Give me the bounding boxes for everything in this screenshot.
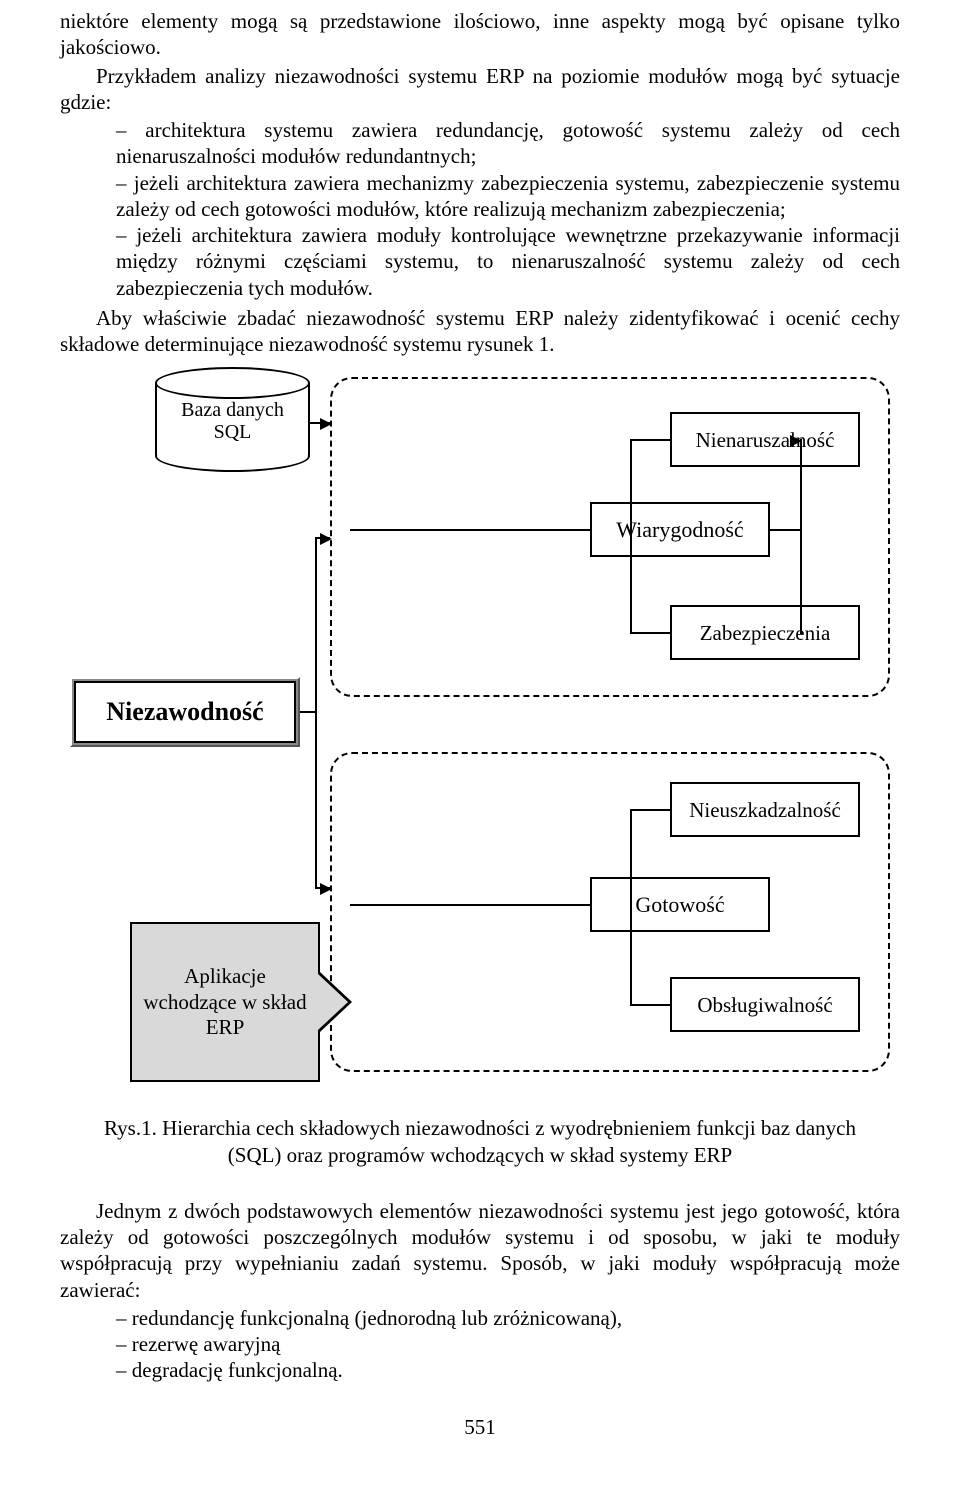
- connector: [630, 809, 632, 1004]
- connector: [300, 711, 315, 713]
- connector: [630, 632, 670, 634]
- connector: [350, 904, 590, 906]
- connector: [315, 887, 330, 889]
- paragraph-intro-3: Aby właściwie zbadać niezawodność system…: [60, 305, 900, 358]
- connector: [630, 439, 632, 634]
- figure-caption: Rys.1. Hierarchia cech składowych niezaw…: [100, 1115, 860, 1168]
- main-box-label: Niezawodność: [74, 681, 296, 743]
- box-obslugiwalnosc: Obsługiwalność: [670, 977, 860, 1032]
- bullet-1-1: architektura systemu zawiera redundancję…: [116, 117, 900, 170]
- connector: [630, 1004, 670, 1006]
- app-block: Aplikacje wchodzące w skład ERP: [130, 922, 320, 1082]
- box-gotowosc: Gotowość: [590, 877, 770, 932]
- box-wiarygodnosc: Wiarygodność: [590, 502, 770, 557]
- bullet-2-2: rezerwę awaryjną: [116, 1331, 900, 1357]
- bullet-2-3: degradację funkcjonalną.: [116, 1357, 900, 1383]
- main-box: Niezawodność: [70, 677, 300, 747]
- db-label: Baza danychSQL: [181, 395, 284, 443]
- connector: [350, 529, 590, 531]
- connector: [630, 439, 670, 441]
- app-block-label: Aplikacje wchodzące w skład ERP: [132, 924, 318, 1080]
- connector: [315, 537, 330, 539]
- connector: [630, 809, 670, 811]
- bullet-list-2: redundancję funkcjonalną (jednorodną lub…: [60, 1305, 900, 1384]
- page-number: 551: [60, 1414, 900, 1440]
- connector: [315, 537, 317, 887]
- bullet-2-1: redundancję funkcjonalną (jednorodną lub…: [116, 1305, 900, 1331]
- bullet-list-1: architektura systemu zawiera redundancję…: [60, 117, 900, 301]
- box-nieuszkadzalnosc: Nieuszkadzalność: [670, 782, 860, 837]
- paragraph-intro-2: Przykładem analizy niezawodności systemu…: [60, 63, 900, 116]
- connector: [800, 439, 802, 634]
- bullet-1-3: jeżeli architektura zawiera moduły kontr…: [116, 222, 900, 301]
- paragraph-intro-1: niektóre elementy mogą są przedstawione …: [60, 8, 900, 61]
- connector: [310, 422, 330, 424]
- reliability-diagram: Baza danychSQL Niezawodność Aplikacje wc…: [70, 377, 890, 1097]
- database-cylinder: Baza danychSQL: [155, 367, 310, 472]
- box-zabezpieczenia: Zabezpieczenia: [670, 605, 860, 660]
- box-nienaruszalnosc: Nienaruszalność: [670, 412, 860, 467]
- bullet-1-2: jeżeli architektura zawiera mechanizmy z…: [116, 170, 900, 223]
- paragraph-outro: Jednym z dwóch podstawowych elementów ni…: [60, 1198, 900, 1303]
- connector: [770, 529, 800, 531]
